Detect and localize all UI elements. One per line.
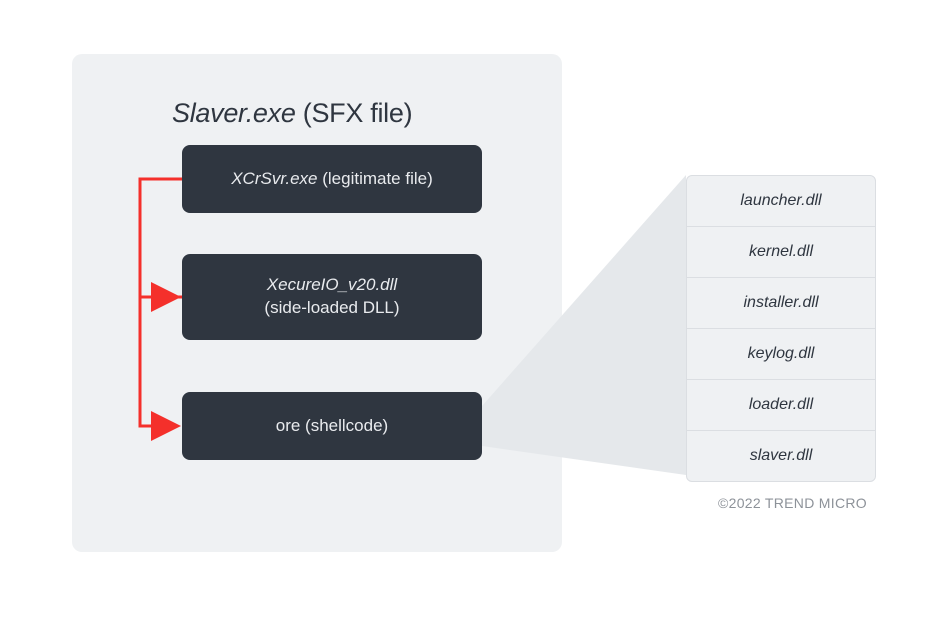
dll-list: launcher.dllkernel.dllinstaller.dllkeylo… <box>686 175 876 482</box>
dll-row: installer.dll <box>687 278 875 329</box>
node-ore-label: ore (shellcode) <box>276 416 388 435</box>
diagram-canvas: Slaver.exe (SFX file) XCrSvr.exe (legiti… <box>0 0 938 625</box>
node-xcrsvr: XCrSvr.exe (legitimate file) <box>182 145 482 213</box>
dll-row: slaver.dll <box>687 431 875 481</box>
dll-row: keylog.dll <box>687 329 875 380</box>
copyright-footer: ©2022 TREND MICRO <box>718 495 867 511</box>
node-xcrsvr-name: XCrSvr.exe <box>231 169 317 188</box>
node-xecureio-desc: (side-loaded DLL) <box>264 298 399 317</box>
node-ore: ore (shellcode) <box>182 392 482 460</box>
dll-row: launcher.dll <box>687 176 875 227</box>
diagram-title: Slaver.exe (SFX file) <box>172 98 412 129</box>
copyright-text: ©2022 TREND MICRO <box>718 495 867 511</box>
node-xecureio: XecureIO_v20.dll (side-loaded DLL) <box>182 254 482 340</box>
title-filename: Slaver.exe <box>172 98 296 128</box>
dll-row: kernel.dll <box>687 227 875 278</box>
node-xecureio-name: XecureIO_v20.dll <box>267 275 397 294</box>
title-suffix: (SFX file) <box>296 98 413 128</box>
node-xcrsvr-desc: (legitimate file) <box>318 169 433 188</box>
dll-row: loader.dll <box>687 380 875 431</box>
